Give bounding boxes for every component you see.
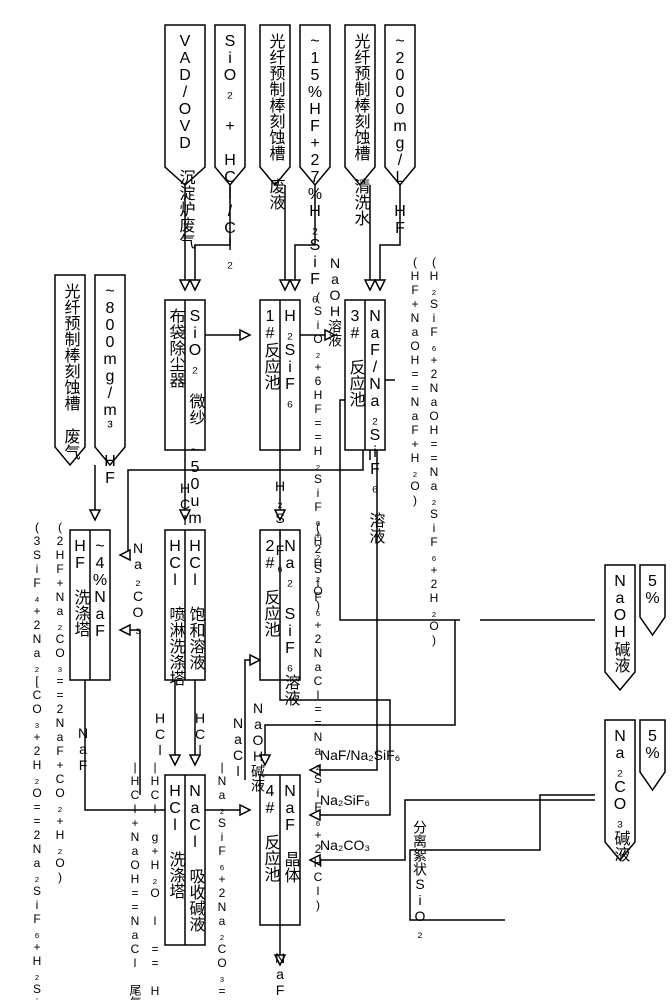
tag-label-tag_na2co3: Na₂CO₃碱液 — [612, 728, 631, 862]
box-label-bag-0: 布袋除尘器 — [167, 308, 186, 388]
tag-label-tag_sio2: SiO₂ + HCl/Cl₂ — [222, 33, 239, 271]
label-l_naf: NaF — [75, 725, 91, 773]
tag-label-tag_5p1: 5% — [644, 573, 661, 607]
box-label-spray-1: HCl 饱和溶液 — [187, 538, 206, 670]
labelh-lh_na2co3: Na₂CO₃ — [320, 837, 370, 853]
tag-label-tag_naoh: NaOH碱液 — [612, 573, 631, 673]
box-label-p4-0: 4# 反应池 — [262, 783, 281, 882]
labelh-lh_na2sif6: Na₂SiF₆ — [320, 792, 370, 808]
eq-eq5: (2HF+Na₂CO₃==2NaF+CO₂+H₂O) — [53, 520, 67, 884]
flow-f_p3_hfwash — [120, 450, 363, 555]
eq-eq4: (H₂SiF₆+2NaOH==Na₂SiF₆+2H₂O) — [427, 255, 441, 647]
eq-eq2: (H₂SiF₆+2NaCl==Na₂SiF₆+2HCl) — [311, 520, 325, 912]
box-label-hfwash-0: HF 洗涤塔 — [72, 538, 91, 637]
tag-label-tag_vad: VAD/OVD 沉淀炉废气 — [177, 33, 196, 249]
labelh-lh_nafsif: NaF/Na₂SiF₆ — [320, 747, 400, 763]
flow-f_sep — [410, 795, 595, 920]
box-label-hclabs-1: NaCl 吸收碱液 — [187, 783, 206, 932]
label-l_sep: 分离絮状SiO₂ — [412, 820, 428, 940]
eq-eq3: (HF+NaOH==NaF+H₂O) — [408, 255, 422, 507]
tag-label-tag_2000: ~2000mg/L HF — [392, 33, 409, 237]
label-l_na2co3v: Na₂CO₃ — [130, 540, 146, 636]
label-l_nacl: NaCl — [230, 715, 246, 779]
tag-label-tag_5p2: 5% — [644, 728, 661, 762]
box-label-hclabs-0: HCl 洗涤塔 — [167, 783, 186, 899]
tag-label-tag_etch1: 光纤预制棒刻蚀槽 废液 — [267, 33, 286, 210]
tag-label-tag_800: ~800mg/m³ HF — [102, 283, 119, 487]
label-l_hcl2: HCl — [152, 710, 168, 758]
tag-label-tag_etch3: 光纤预制棒刻蚀槽 废气 — [62, 283, 81, 460]
box-label-spray-0: HCl 喷淋洗涤塔 — [167, 538, 186, 686]
label-l_hcl1: HCl — [177, 480, 193, 528]
label-l_naf_prod: NaF 副产品 — [272, 950, 288, 1000]
box-label-p3-0: 3# 反应池 — [347, 308, 366, 407]
tag-label-tag_etch2: 光纤预制棒刻蚀槽 清洗水 — [352, 33, 371, 226]
label-l_naohv: NaOH溶液 — [327, 255, 343, 347]
eq-eq7: |Na₂SiF₆+2Na₂CO₃=6NaF+CO₂+SiO₂| — [215, 760, 229, 1000]
box-label-p4-1: NaF 晶体 — [282, 783, 301, 883]
box-label-p1-1: H₂SiF₆ — [282, 308, 299, 410]
label-l_h2sif6: H₂SiF₆ — [272, 478, 288, 574]
eq-eq6: (3SiF₄+2Na₂[CO₃+2H₂O==2Na₂SiF₆+H₂SiO₄+2C… — [30, 520, 44, 1000]
eq-eq9: |HCl g+H₂O l == HCl 盐酸回收| — [148, 760, 162, 1000]
label-l_hcl3: HCl — [192, 710, 208, 758]
tag-label-tag_hfsif: ~15%HF+27%H₂SiF₆ — [307, 33, 324, 305]
eq-eq8: |HCl+NaOH==NaCl 尾气碱液吸收| — [128, 760, 142, 1000]
box-label-hfwash-1: ~4%NaF — [92, 538, 109, 640]
box-label-p3-1: NaF/Na₂SiF₆ 溶液 — [367, 308, 386, 544]
box-label-p1-0: 1#反应池 — [262, 308, 281, 390]
label-l_naohabs: NaOH碱液 — [250, 700, 266, 792]
